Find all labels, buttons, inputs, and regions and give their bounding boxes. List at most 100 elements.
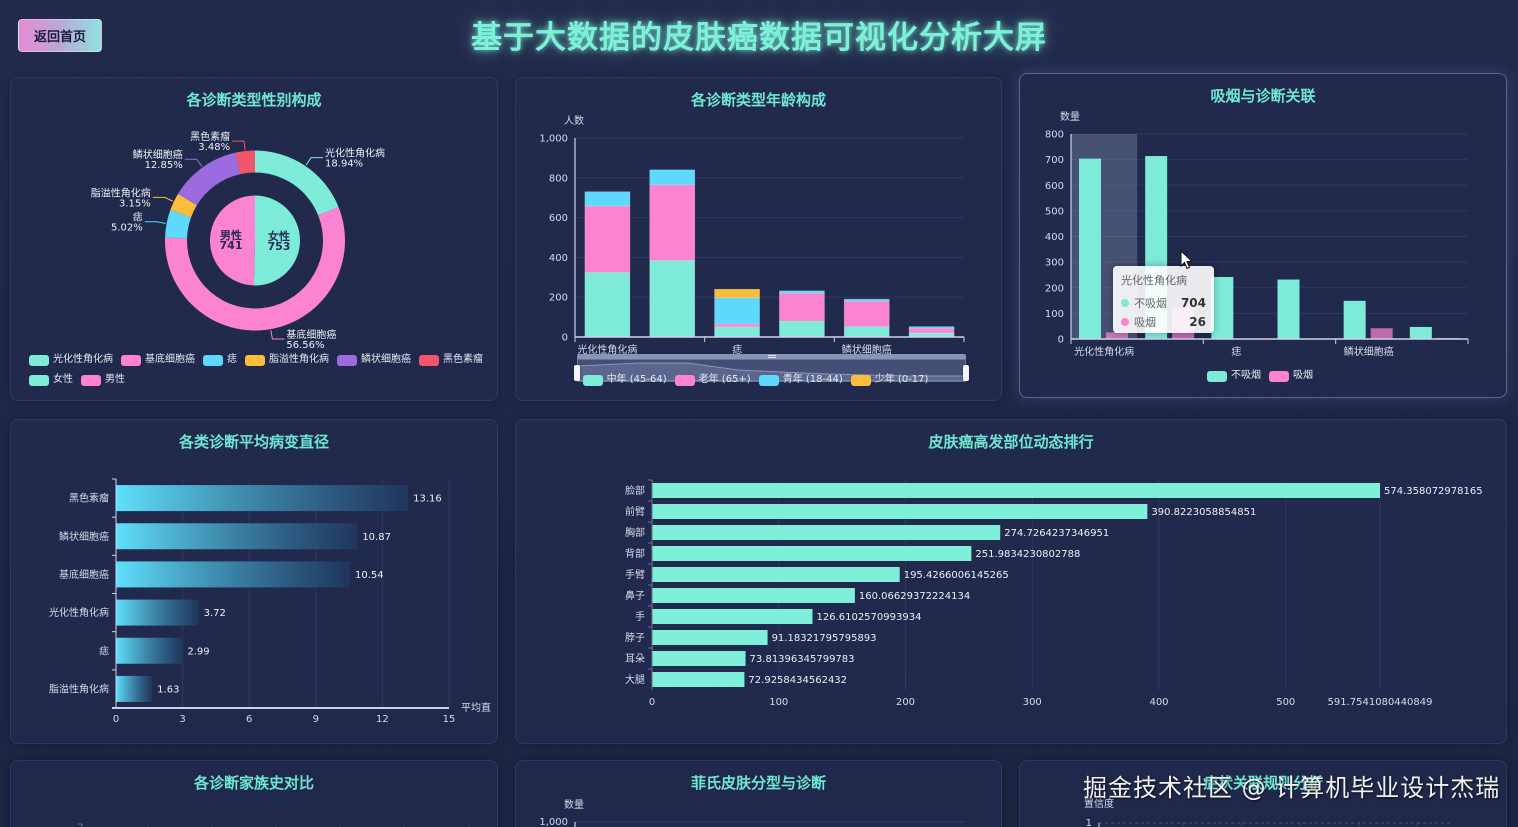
bar[interactable] [652, 504, 1148, 519]
legend-item[interactable]: 青年 (18-44) [758, 374, 843, 386]
slice-label: 鳞状细胞癌 [133, 148, 183, 161]
bar[interactable] [652, 651, 746, 666]
y-tick-label: 600 [1045, 181, 1064, 192]
bar-segment[interactable] [843, 300, 890, 327]
panel-title: 菲氏皮肤分型与诊断 [690, 774, 826, 792]
legend-item[interactable]: 不吸烟 [1207, 370, 1261, 382]
data-zoom-start-handle[interactable] [574, 365, 580, 381]
bar[interactable] [652, 483, 1380, 498]
bar-value-label: 390.8223058854851 [1151, 507, 1256, 518]
tooltip-series-name: 吸烟 [1134, 315, 1156, 329]
legend-label: 黑色素瘤 [443, 354, 483, 365]
y-tick-label: 黑色素瘤 [69, 492, 109, 505]
slice-percent: 56.56% [286, 340, 324, 351]
bar-segment[interactable] [779, 320, 825, 338]
bar[interactable] [652, 609, 813, 624]
bar-segment[interactable] [714, 297, 760, 325]
bar[interactable] [652, 672, 745, 687]
bar-value-label: 1.63 [157, 684, 179, 695]
bar-segment[interactable] [714, 323, 760, 327]
bar[interactable] [1409, 326, 1432, 339]
y-tick-label: 1,000 [539, 134, 568, 145]
bar-segment[interactable] [649, 169, 696, 186]
bar-segment[interactable] [649, 260, 696, 338]
x-tick-label: 6 [246, 714, 252, 725]
bar-segment[interactable] [714, 326, 760, 338]
bar-segment[interactable] [779, 290, 825, 294]
bar[interactable] [1079, 158, 1101, 339]
bar[interactable] [116, 485, 409, 512]
legend-item[interactable]: 黑色素瘤 [419, 354, 483, 366]
bar-segment[interactable] [908, 326, 955, 329]
bar-segment[interactable] [908, 327, 955, 334]
bar-segment[interactable] [843, 298, 890, 302]
fitzpatrick-skin-type-chart[interactable]: 数量 1,000 [516, 761, 1002, 827]
bar[interactable] [116, 561, 350, 588]
donut-slice[interactable] [178, 152, 241, 206]
y-tick-label: 鼻子 [625, 589, 645, 602]
bar[interactable] [652, 630, 768, 645]
bar[interactable] [652, 567, 900, 582]
bar[interactable] [1211, 276, 1234, 339]
pie-slice[interactable] [210, 195, 255, 286]
bar[interactable] [116, 675, 153, 702]
bar-value-label: 574.358072978165 [1384, 486, 1483, 497]
bar-segment[interactable] [584, 272, 631, 338]
gender-donut-chart[interactable]: 光化性角化病18.94%基底细胞癌56.56%痣5.02%脂溢性角化病3.15%… [11, 78, 498, 401]
donut-slice[interactable] [170, 193, 197, 218]
bar[interactable] [1277, 279, 1300, 339]
legend-item[interactable]: 吸烟 [1269, 370, 1313, 382]
bar[interactable] [652, 525, 1001, 540]
y-tick-label: 基底细胞癌 [59, 568, 109, 581]
legend-label: 少年 (0-17) [874, 374, 929, 385]
bar-segment[interactable] [584, 191, 631, 207]
data-zoom-move-handle[interactable] [577, 354, 966, 359]
bar[interactable] [1370, 328, 1393, 339]
body-site-ranking-bar-chart[interactable]: 0 100 200 300 400 500 591.7541080440849 574.358… [516, 420, 1507, 744]
legend-item[interactable]: 男性 [81, 374, 125, 386]
smoking-grouped-bar-chart[interactable]: 0100200300400500600700800数量光化性角化病痣鳞状细胞癌 [1020, 74, 1507, 398]
legend-item[interactable]: 脂溢性角化病 [245, 354, 329, 366]
bar-segment[interactable] [584, 205, 631, 273]
bar[interactable] [116, 637, 183, 664]
back-home-button[interactable]: 返回首页 [18, 19, 102, 52]
bar[interactable] [116, 599, 199, 626]
series-dot-icon [1121, 317, 1129, 326]
grip-icon [767, 355, 776, 358]
bar[interactable] [652, 588, 855, 603]
bar[interactable] [652, 546, 972, 561]
bar-segment[interactable] [779, 292, 825, 322]
slice-percent: 3.48% [198, 142, 230, 153]
association-rules-chart[interactable]: 置信度 1 [1020, 761, 1507, 827]
fitzpatrick-panel: 数量 1,000 菲氏皮肤分型与诊断 [515, 760, 1002, 827]
y-tick-label: 600 [549, 213, 568, 224]
bar[interactable] [116, 523, 358, 550]
y-tick-label: 400 [549, 253, 568, 264]
bar-value-label: 91.18321795795893 [772, 633, 877, 644]
legend-item[interactable]: 痣 [203, 354, 237, 366]
legend-item[interactable]: 老年 (65+) [674, 374, 751, 386]
bar-segment[interactable] [714, 288, 760, 299]
donut-slice[interactable] [255, 150, 339, 216]
donut-slice[interactable] [235, 150, 255, 175]
legend-item[interactable]: 中年 (45-64) [582, 374, 667, 386]
donut-slice[interactable] [165, 209, 192, 239]
bar-segment[interactable] [649, 184, 696, 261]
bar-segment[interactable] [843, 326, 890, 338]
legend-item[interactable]: 光化性角化病 [29, 354, 113, 366]
legend-item[interactable]: 基底细胞癌 [121, 354, 195, 366]
donut-slice[interactable] [164, 207, 345, 331]
family-history-chart[interactable] [11, 761, 498, 827]
data-zoom-end-handle[interactable] [963, 365, 969, 381]
bar[interactable] [1106, 332, 1128, 339]
legend-item[interactable]: 鳞状细胞癌 [337, 354, 411, 366]
bar[interactable] [1343, 300, 1366, 339]
legend-item[interactable]: 女性 [29, 374, 73, 386]
lesion-diameter-bar-chart[interactable]: 0 3 6 9 12 15 13.16 黑色素瘤 10.87 鳞状细胞癌 10.54 基底细胞癌 3.7… [11, 420, 498, 744]
pie-slice[interactable] [253, 195, 301, 286]
label-leader-line [144, 221, 166, 224]
legend-item[interactable]: 少年 (0-17) [850, 374, 929, 386]
y-tick-label: 脖子 [625, 631, 645, 644]
slice-label: 基底细胞癌 [286, 328, 336, 341]
